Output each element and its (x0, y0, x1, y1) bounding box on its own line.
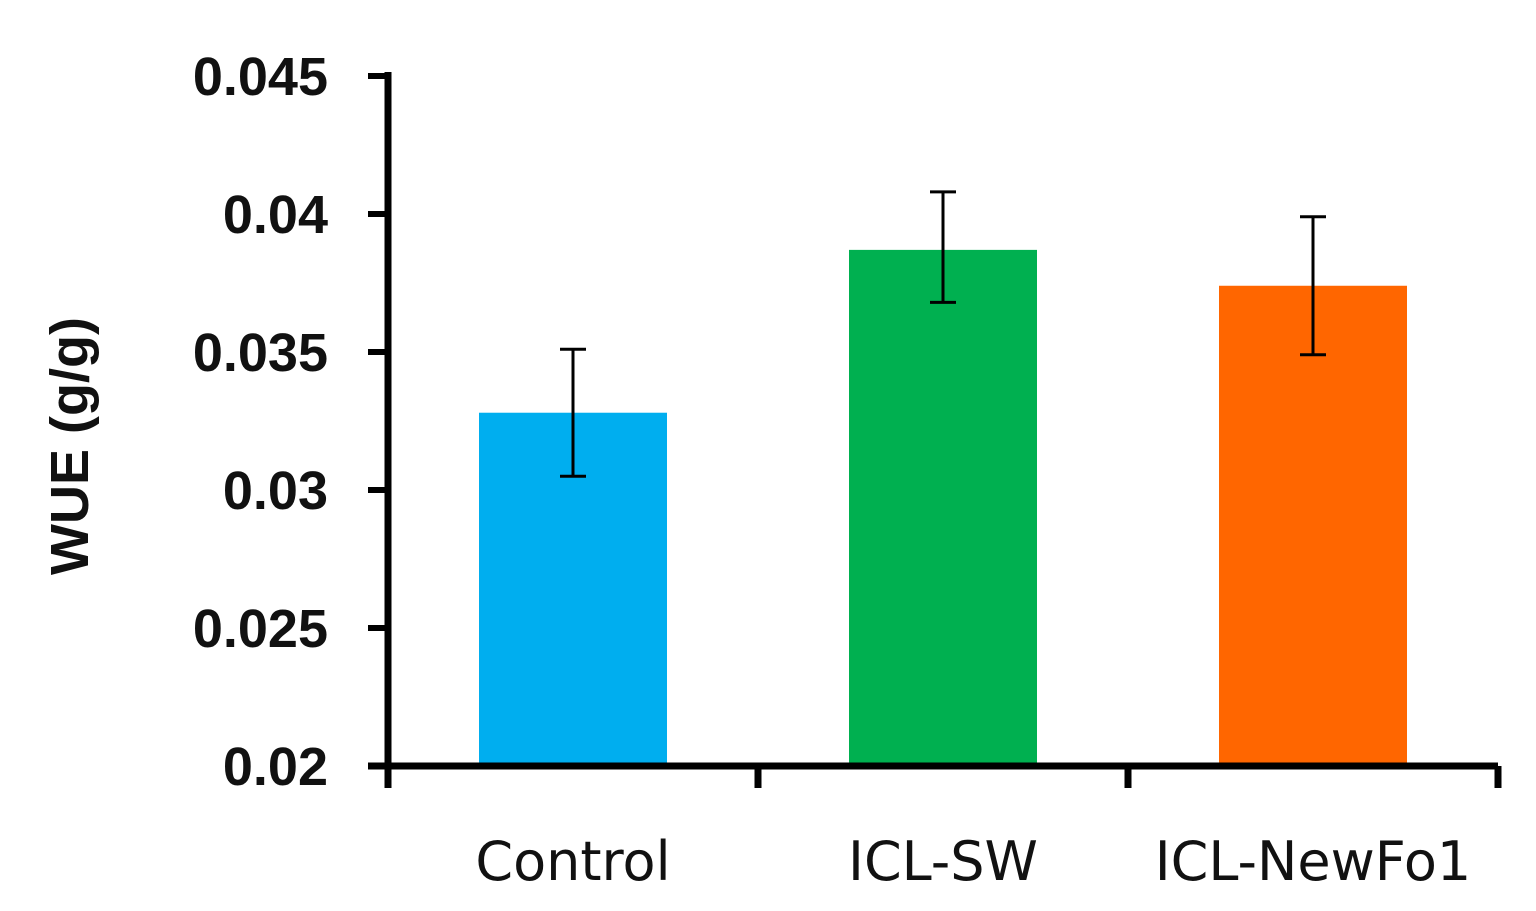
y-tick-label: 0.045 (193, 47, 328, 107)
x-axis-ticks (384, 766, 1502, 788)
y-tick-label: 0.025 (193, 599, 328, 659)
x-category-label: ICL-SW (848, 830, 1038, 893)
x-category-label: ICL-NewFo1 (1155, 830, 1472, 893)
error-bar (930, 190, 956, 304)
y-tick-label: 0.035 (193, 323, 328, 383)
y-axis-title: WUE (g/g) (40, 317, 100, 575)
x-axis-category-labels: Control ICL-SW ICL-NewFo1 (475, 830, 1471, 893)
x-category-label: Control (475, 830, 670, 893)
error-bars (560, 190, 1326, 478)
y-tick-label: 0.02 (223, 737, 328, 797)
y-tick-label: 0.03 (223, 461, 328, 521)
y-tick-label: 0.04 (223, 185, 328, 245)
error-bar (560, 347, 586, 478)
bars (479, 249, 1407, 766)
bar-icl-newfo1 (1219, 285, 1407, 766)
error-bar (1300, 215, 1326, 357)
bar-icl-sw (849, 249, 1037, 766)
y-axis-tick-labels: 0.02 0.025 0.03 0.035 0.04 0.045 (193, 47, 328, 797)
